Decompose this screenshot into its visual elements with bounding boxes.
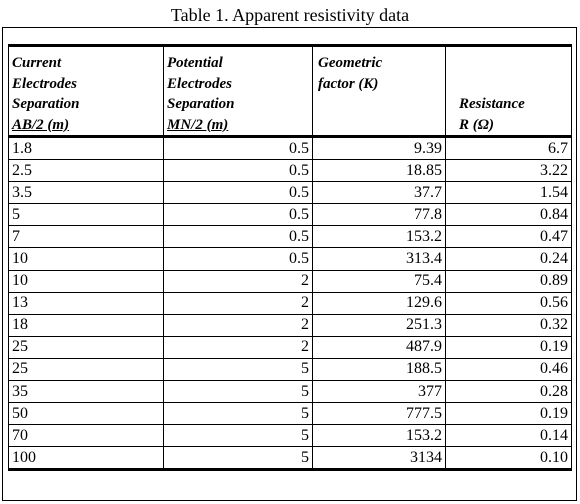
cell-mn2: 0.5 — [163, 203, 313, 227]
cell-mn2: 0.5 — [163, 136, 313, 161]
cell-ab2: 100 — [8, 446, 164, 470]
cell-resistance: 6.7 — [445, 136, 572, 161]
cell-resistance: 0.46 — [445, 358, 572, 382]
cell-geometric-factor: 487.9 — [312, 336, 446, 359]
cell-geometric-factor: 153.2 — [312, 424, 446, 448]
table-row: 13 2 129.6 0.56 — [8, 292, 572, 315]
cell-resistance: 0.32 — [445, 314, 572, 337]
cell-mn2: 0.5 — [163, 159, 313, 183]
cell-mn2: 2 — [163, 336, 313, 359]
cell-ab2: 25 — [8, 336, 164, 359]
cell-ab2: 70 — [8, 424, 164, 448]
cell-geometric-factor: 9.39 — [312, 136, 446, 161]
header-line: AB/2 (m) — [12, 116, 70, 133]
cell-ab2: 50 — [8, 402, 164, 426]
cell-geometric-factor: 18.85 — [312, 159, 446, 183]
cell-resistance: 1.54 — [445, 181, 572, 205]
header-line: Electrodes — [12, 75, 77, 92]
cell-ab2: 25 — [8, 358, 164, 382]
header-line: Current — [12, 55, 62, 71]
cell-geometric-factor: 75.4 — [312, 270, 446, 293]
cell-mn2: 5 — [163, 402, 313, 426]
cell-resistance: 0.89 — [445, 270, 572, 293]
table-caption: Table 1. Apparent resistivity data — [170, 5, 410, 25]
header-line: Resistance — [459, 96, 525, 112]
cell-geometric-factor: 777.5 — [312, 402, 446, 426]
header-potential-electrodes: Potential Electrodes Separation MN/2 (m) — [163, 45, 313, 138]
header-line: factor (K) — [318, 75, 379, 92]
cell-ab2: 10 — [8, 270, 164, 293]
table-row: 25 5 188.5 0.46 — [8, 358, 572, 382]
cell-geometric-factor: 77.8 — [312, 203, 446, 227]
cell-geometric-factor: 188.5 — [312, 358, 446, 382]
header-line: Separation — [167, 96, 235, 112]
table-row: 1.8 0.5 9.39 6.7 — [8, 136, 572, 161]
table-row: 50 5 777.5 0.19 — [8, 402, 572, 426]
cell-resistance: 0.28 — [445, 380, 572, 404]
table-row: 10 2 75.4 0.89 — [8, 270, 572, 293]
table-row: 100 5 3134 0.10 — [8, 446, 572, 470]
header-resistance: Resistance R (Ω) — [445, 45, 572, 138]
cell-resistance: 0.19 — [445, 402, 572, 426]
header-line: Geometric — [318, 55, 383, 71]
cell-resistance: 0.84 — [445, 203, 572, 227]
cell-ab2: 13 — [8, 292, 164, 315]
cell-mn2: 0.5 — [163, 225, 313, 249]
table-row: 2.5 0.5 18.85 3.22 — [8, 159, 572, 183]
cell-geometric-factor: 3134 — [312, 446, 446, 470]
cell-ab2: 35 — [8, 380, 164, 404]
cell-geometric-factor: 251.3 — [312, 314, 446, 337]
resistivity-table: Current Electrodes Separation AB/2 (m) P… — [8, 44, 572, 472]
header-line: R (Ω) — [459, 116, 494, 133]
cell-mn2: 5 — [163, 358, 313, 382]
cell-mn2: 2 — [163, 314, 313, 337]
table-body: 1.8 0.5 9.39 6.7 2.5 0.5 18.85 3.22 3.5 0.5 37.7 1.… — [8, 136, 572, 470]
cell-ab2: 18 — [8, 314, 164, 337]
header-line: Separation — [12, 96, 80, 112]
cell-resistance: 0.10 — [445, 446, 572, 470]
header-line: MN/2 (m) — [167, 116, 229, 133]
cell-geometric-factor: 313.4 — [312, 247, 446, 271]
table-frame — [2, 27, 577, 501]
cell-resistance: 0.47 — [445, 225, 572, 249]
cell-ab2: 3.5 — [8, 181, 164, 205]
cell-mn2: 0.5 — [163, 247, 313, 271]
header-current-electrodes: Current Electrodes Separation AB/2 (m) — [8, 45, 164, 138]
table-row: 3.5 0.5 37.7 1.54 — [8, 181, 572, 205]
cell-resistance: 0.19 — [445, 336, 572, 359]
table-row: 35 5 377 0.28 — [8, 380, 572, 404]
header-line: Potential — [167, 55, 223, 71]
table-row: 18 2 251.3 0.32 — [8, 314, 572, 337]
cell-resistance: 0.56 — [445, 292, 572, 315]
cell-mn2: 2 — [163, 292, 313, 315]
cell-mn2: 2 — [163, 270, 313, 293]
cell-mn2: 5 — [163, 424, 313, 448]
cell-geometric-factor: 129.6 — [312, 292, 446, 315]
cell-ab2: 10 — [8, 247, 164, 271]
table-row: 25 2 487.9 0.19 — [8, 336, 572, 359]
cell-mn2: 5 — [163, 380, 313, 404]
header-row: Current Electrodes Separation AB/2 (m) P… — [8, 45, 572, 138]
cell-resistance: 0.24 — [445, 247, 572, 271]
cell-ab2: 5 — [8, 203, 164, 227]
table-row: 10 0.5 313.4 0.24 — [8, 247, 572, 271]
cell-ab2: 2.5 — [8, 159, 164, 183]
cell-resistance: 3.22 — [445, 159, 572, 183]
cell-resistance: 0.14 — [445, 424, 572, 448]
table-row: 5 0.5 77.8 0.84 — [8, 203, 572, 227]
header-geometric-factor: Geometric factor (K) — [312, 45, 446, 138]
cell-geometric-factor: 37.7 — [312, 181, 446, 205]
cell-geometric-factor: 153.2 — [312, 225, 446, 249]
header-line: Electrodes — [167, 75, 232, 92]
cell-ab2: 7 — [8, 225, 164, 249]
cell-mn2: 5 — [163, 446, 313, 470]
cell-geometric-factor: 377 — [312, 380, 446, 404]
cell-ab2: 1.8 — [8, 136, 164, 161]
table-row: 70 5 153.2 0.14 — [8, 424, 572, 448]
cell-mn2: 0.5 — [163, 181, 313, 205]
table-row: 7 0.5 153.2 0.47 — [8, 225, 572, 249]
